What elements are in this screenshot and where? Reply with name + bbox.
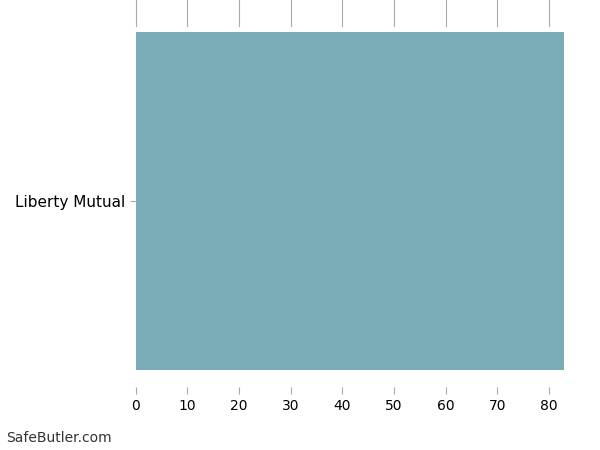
Text: SafeButler.com: SafeButler.com xyxy=(6,432,112,446)
